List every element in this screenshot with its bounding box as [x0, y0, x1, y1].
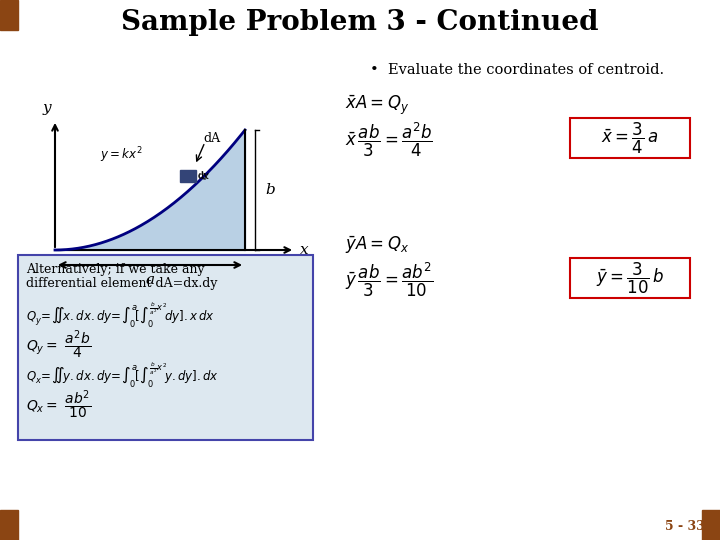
- Text: dx: dx: [198, 172, 210, 181]
- Bar: [570, 258, 690, 298]
- Text: $Q_y=\ \dfrac{a^2b}{4}$: $Q_y=\ \dfrac{a^2b}{4}$: [26, 328, 91, 361]
- Text: 5 - 33: 5 - 33: [665, 519, 705, 532]
- Text: Sample Problem 3 - Continued: Sample Problem 3 - Continued: [121, 9, 599, 36]
- Text: y: y: [42, 101, 51, 115]
- Bar: [570, 118, 690, 158]
- Bar: [702, 510, 720, 540]
- Text: $\bar{y}A = Q_x$: $\bar{y}A = Q_x$: [345, 234, 409, 256]
- Text: •  Evaluate the coordinates of centroid.: • Evaluate the coordinates of centroid.: [370, 63, 664, 77]
- Text: $Q_x\!=\!\int\!\!\int\! y.dx.dy\!=\!\int_0^a\![\int_0^{\frac{b}{a^2}x^2}\!y.dy].: $Q_x\!=\!\int\!\!\int\! y.dx.dy\!=\!\int…: [26, 360, 219, 390]
- Text: $\bar{x} = \dfrac{3}{4}\,a$: $\bar{x} = \dfrac{3}{4}\,a$: [601, 120, 659, 156]
- Bar: [0, 510, 18, 540]
- Text: a: a: [145, 273, 155, 287]
- Text: $y = kx^2$: $y = kx^2$: [100, 145, 143, 165]
- Text: differential element dA=dx.dy: differential element dA=dx.dy: [26, 276, 217, 289]
- Text: $\bar{x}\,\dfrac{ab}{3} = \dfrac{a^2b}{4}$: $\bar{x}\,\dfrac{ab}{3} = \dfrac{a^2b}{4…: [345, 121, 433, 159]
- Text: $Q_x=\ \dfrac{ab^2}{10}$: $Q_x=\ \dfrac{ab^2}{10}$: [26, 388, 91, 422]
- Text: $Q_y\!=\!\int\!\!\int\! x.dx.dy\!=\!\int_0^a\![\int_0^{\frac{b}{a^2}x^2}\!dy].x\: $Q_y\!=\!\int\!\!\int\! x.dx.dy\!=\!\int…: [26, 300, 215, 330]
- Text: $\bar{x}A = Q_y$: $\bar{x}A = Q_y$: [345, 93, 409, 117]
- Bar: [0, 0, 18, 30]
- Text: $\bar{y}\,\dfrac{ab}{3} = \dfrac{ab^2}{10}$: $\bar{y}\,\dfrac{ab}{3} = \dfrac{ab^2}{1…: [345, 261, 433, 299]
- Text: x: x: [300, 243, 309, 257]
- Text: dA: dA: [203, 132, 220, 145]
- Text: dy: dy: [198, 171, 210, 180]
- Bar: [180, 170, 196, 182]
- Bar: [18, 255, 313, 440]
- Text: b: b: [265, 183, 275, 197]
- Text: $\bar{y} = \dfrac{3}{10}\,b$: $\bar{y} = \dfrac{3}{10}\,b$: [596, 260, 664, 295]
- Text: Alternatively; if we take any: Alternatively; if we take any: [26, 262, 204, 275]
